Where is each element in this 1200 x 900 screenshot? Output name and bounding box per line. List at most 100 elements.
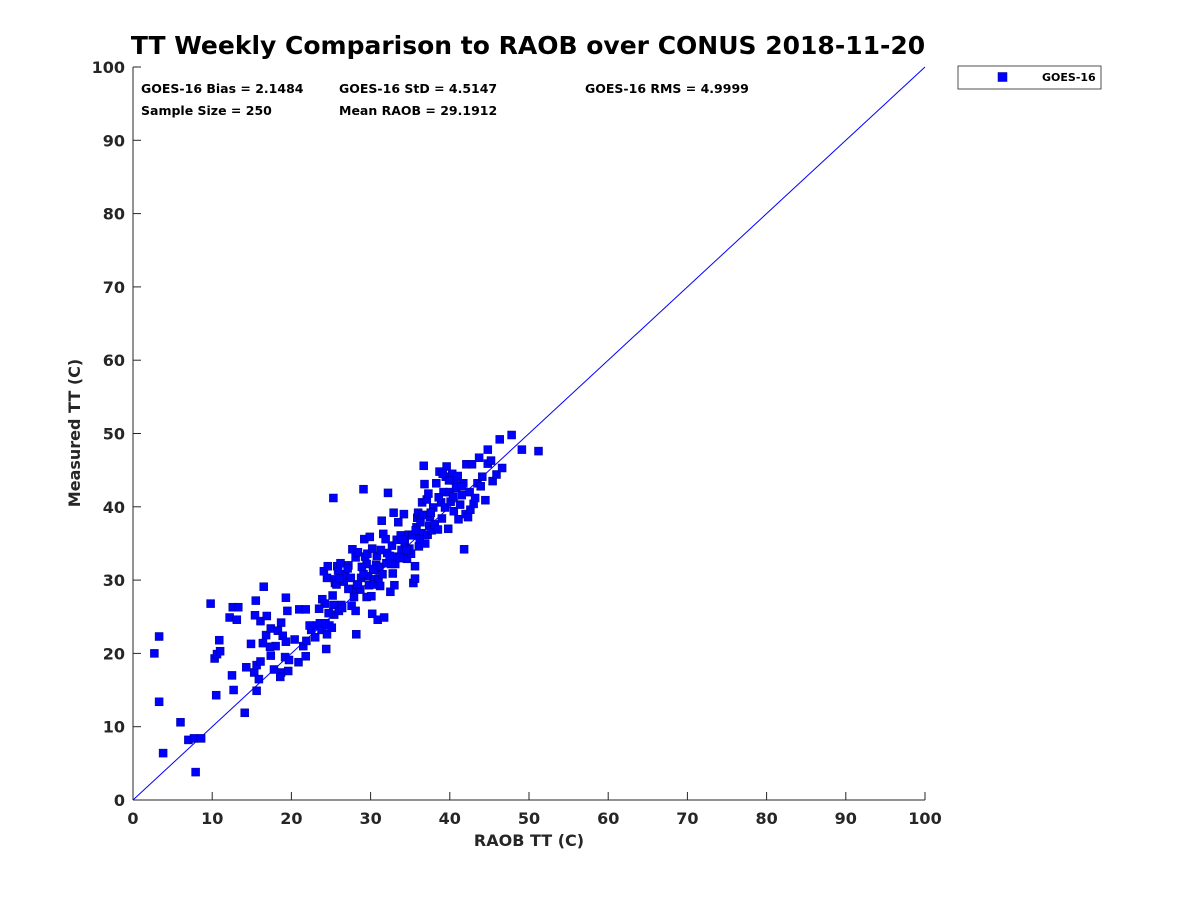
data-point (310, 633, 320, 642)
data-point (379, 613, 389, 622)
data-point (320, 599, 329, 608)
data-point (321, 644, 331, 654)
data-point (424, 489, 433, 498)
data-point (196, 734, 206, 743)
data-point (432, 479, 441, 488)
data-point (470, 493, 480, 503)
data-point (457, 482, 466, 491)
data-point (215, 635, 224, 645)
data-point (259, 582, 268, 591)
legend-marker (997, 72, 1008, 82)
data-point (265, 642, 275, 652)
data-point (387, 541, 397, 550)
stat-mean-raob: Mean RAOB = 29.1912 (339, 103, 497, 118)
data-point (383, 488, 393, 498)
data-point (443, 524, 453, 534)
data-point (211, 690, 221, 700)
data-point (328, 591, 337, 600)
data-point (240, 708, 249, 718)
data-point (343, 564, 352, 573)
data-point (284, 655, 294, 665)
data-point (418, 510, 428, 520)
data-point (459, 545, 469, 554)
data-point (449, 506, 459, 516)
y-axis-label: Measured TT (C) (65, 359, 84, 507)
data-point (367, 544, 377, 553)
y-tick-label: 100 (92, 58, 125, 77)
data-point (463, 512, 473, 522)
y-tick-label: 60 (103, 351, 125, 370)
data-point (478, 472, 487, 481)
x-tick-label: 30 (359, 809, 381, 828)
data-point (368, 564, 378, 574)
data-point (395, 553, 405, 562)
data-point (385, 551, 394, 561)
x-tick-label: 40 (439, 809, 461, 828)
data-point (437, 514, 447, 523)
legend-entry: GOES-16 (1042, 71, 1096, 84)
data-point (246, 639, 256, 649)
data-point (367, 609, 377, 619)
x-tick-label: 80 (755, 809, 777, 828)
data-point (497, 463, 507, 473)
data-point (453, 471, 462, 481)
data-point (252, 686, 261, 696)
data-point (262, 611, 272, 621)
x-tick-label: 70 (676, 809, 698, 828)
data-point (305, 621, 314, 630)
data-point (367, 591, 376, 601)
data-point (455, 500, 465, 509)
data-point (377, 516, 386, 525)
data-point (322, 573, 332, 583)
data-point (344, 584, 353, 594)
data-point (206, 599, 215, 608)
data-point (266, 651, 276, 660)
data-point (154, 697, 164, 707)
data-point (352, 630, 361, 639)
data-point (389, 508, 398, 517)
data-point (191, 767, 200, 777)
data-point (225, 613, 234, 622)
data-point (378, 569, 387, 579)
y-tick-label: 30 (103, 571, 125, 590)
data-point (250, 611, 260, 620)
data-point (486, 456, 496, 465)
plot-area: 0 10 20 30 40 50 60 70 80 90 100 0 10 20 30 40 50 60 70 80 9… (92, 58, 942, 828)
data-point (158, 748, 168, 758)
data-point (365, 532, 375, 542)
data-point (448, 492, 458, 501)
data-point (227, 671, 237, 680)
x-tick-label: 10 (201, 809, 223, 828)
data-point (481, 495, 490, 505)
data-point (302, 636, 311, 646)
x-tick-label: 60 (597, 809, 619, 828)
data-point (433, 525, 443, 534)
data-point (495, 435, 504, 444)
data-point (359, 569, 368, 579)
data-point (357, 562, 367, 572)
data-point (353, 547, 363, 557)
data-point (386, 559, 396, 569)
data-point (359, 484, 368, 494)
data-point (150, 649, 159, 658)
data-point (234, 602, 243, 612)
data-point (281, 637, 291, 646)
y-tick-label: 90 (103, 131, 125, 150)
data-point (415, 534, 424, 544)
data-point (375, 581, 385, 591)
data-point (394, 517, 403, 527)
data-point (276, 672, 285, 682)
legend: GOES-16 (957, 65, 1102, 90)
x-tick-label: 100 (908, 809, 941, 828)
data-point (346, 573, 356, 583)
data-point (261, 630, 271, 640)
data-point (410, 561, 420, 571)
x-tick-label: 20 (280, 809, 302, 828)
data-point (337, 603, 347, 613)
data-point (323, 561, 333, 571)
data-point (276, 618, 286, 627)
data-point (416, 517, 425, 527)
stat-bias: GOES-16 Bias = 2.1484 (141, 81, 304, 96)
data-point (322, 630, 332, 639)
data-point (444, 476, 454, 485)
